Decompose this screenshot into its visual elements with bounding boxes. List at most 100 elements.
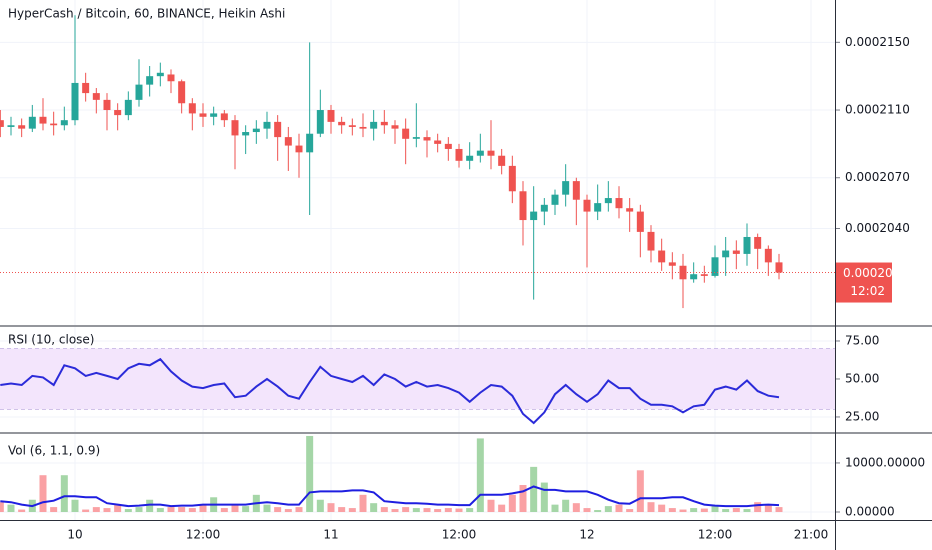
volume-bar bbox=[764, 504, 772, 513]
candle-body bbox=[220, 113, 228, 121]
candle-body bbox=[732, 250, 740, 254]
candle-body bbox=[764, 248, 772, 263]
volume-bar bbox=[402, 507, 410, 513]
volume-bar bbox=[231, 504, 239, 513]
volume-bar bbox=[156, 508, 164, 513]
x-tick-label: 21:00 bbox=[794, 528, 829, 542]
candle-body bbox=[423, 137, 431, 141]
volume-bar bbox=[423, 508, 431, 513]
candle-body bbox=[28, 116, 36, 129]
volume-bar bbox=[519, 485, 527, 513]
candle-body bbox=[295, 145, 303, 153]
candle-body bbox=[263, 121, 271, 129]
volume-bar bbox=[220, 508, 228, 513]
volume-bar bbox=[306, 435, 314, 513]
volume-bar bbox=[594, 510, 602, 513]
candle-body bbox=[508, 165, 516, 192]
candle-body bbox=[167, 74, 175, 82]
candle-body bbox=[498, 155, 506, 166]
candle-body bbox=[380, 121, 388, 126]
volume-bar bbox=[508, 494, 516, 513]
y-tick-label: 0.0002040 bbox=[845, 221, 910, 235]
candle-body bbox=[135, 84, 143, 100]
y-tick-label: 10000.00000 bbox=[845, 455, 925, 469]
last-price-label: 0.0002014 bbox=[843, 266, 908, 280]
candle-body bbox=[604, 198, 612, 204]
candle-body bbox=[114, 110, 122, 116]
candle-body bbox=[39, 116, 47, 124]
candle-body bbox=[316, 110, 324, 134]
volume-bar bbox=[743, 509, 751, 513]
volume-bar bbox=[615, 504, 623, 513]
volume-bar bbox=[679, 509, 687, 513]
volume-bar bbox=[455, 508, 463, 513]
candle-body bbox=[572, 181, 580, 200]
x-tick-label: 11 bbox=[323, 528, 338, 542]
candle-body bbox=[146, 76, 154, 85]
volume-bar bbox=[327, 503, 335, 513]
volume-bar bbox=[380, 507, 388, 513]
y-tick-label: 0.0002110 bbox=[845, 103, 910, 117]
rsi-band bbox=[0, 348, 835, 410]
candle-body bbox=[188, 103, 196, 114]
volume-bar bbox=[636, 470, 644, 513]
x-tick-label: 10 bbox=[67, 528, 82, 542]
candle-body bbox=[775, 262, 783, 273]
candle-body bbox=[487, 150, 495, 156]
volume-bar bbox=[434, 509, 442, 513]
volume-bar bbox=[690, 508, 698, 513]
candle-body bbox=[199, 113, 207, 117]
candle-body bbox=[455, 148, 463, 161]
candle-body bbox=[615, 198, 623, 209]
volume-bar bbox=[50, 507, 58, 513]
volume-bar bbox=[711, 506, 719, 513]
volume-bar bbox=[626, 509, 634, 513]
volume-bar bbox=[135, 507, 143, 513]
volume-bar bbox=[82, 509, 90, 513]
candle-body bbox=[284, 137, 292, 146]
volume-bar bbox=[359, 494, 367, 513]
volume-bar bbox=[7, 504, 15, 513]
candle-body bbox=[540, 204, 548, 212]
volume-bar bbox=[348, 508, 356, 513]
candle-body bbox=[242, 132, 250, 136]
volume-bar bbox=[551, 504, 559, 513]
candle-body bbox=[743, 236, 751, 254]
y-tick-label: 50.00 bbox=[845, 371, 879, 385]
volume-bar bbox=[263, 504, 271, 513]
x-tick-label: 12:00 bbox=[442, 528, 477, 542]
volume-bar bbox=[178, 507, 186, 513]
candle-body bbox=[562, 181, 570, 195]
candle-body bbox=[658, 250, 666, 263]
candle-body bbox=[60, 120, 68, 126]
candle-body bbox=[18, 125, 26, 129]
volume-bar bbox=[700, 508, 708, 513]
volume-title: Vol (6, 1.1, 0.9) bbox=[8, 444, 100, 458]
volume-bar bbox=[114, 504, 122, 513]
candle-body bbox=[338, 121, 346, 126]
volume-bar bbox=[124, 509, 132, 513]
volume-bar bbox=[370, 503, 378, 513]
y-tick-label: 0.0002070 bbox=[845, 170, 910, 184]
volume-bar bbox=[498, 504, 506, 513]
volume-bar bbox=[0, 502, 4, 513]
candle-body bbox=[466, 155, 474, 161]
candle-body bbox=[306, 133, 314, 153]
volume-bar bbox=[732, 508, 740, 513]
candle-body bbox=[178, 81, 186, 104]
volume-bar bbox=[466, 508, 474, 513]
candle-body bbox=[327, 110, 335, 122]
candle-body bbox=[700, 274, 708, 276]
volume-bar bbox=[604, 506, 612, 513]
candle-body bbox=[359, 126, 367, 129]
candle-body bbox=[444, 143, 452, 149]
candle-body bbox=[103, 99, 111, 111]
y-tick-label: 0.00000 bbox=[845, 505, 895, 519]
volume-bar bbox=[487, 499, 495, 513]
volume-bar bbox=[242, 506, 250, 513]
y-tick-label: 0.0002150 bbox=[845, 35, 910, 49]
candle-body bbox=[626, 208, 634, 212]
volume-ma-line bbox=[0, 485, 780, 508]
candle-body bbox=[412, 137, 420, 139]
